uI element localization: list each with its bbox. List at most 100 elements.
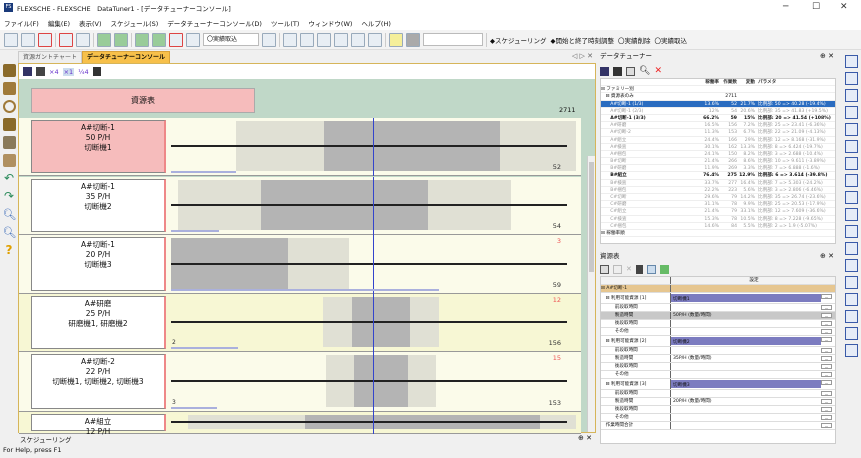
property-row[interactable]: ⊟ 利用可能資源 [1] 切断機1... [601, 293, 835, 304]
operation-label[interactable]: A#切断-1 35 P/H 切断機2 [31, 179, 166, 232]
property-row[interactable]: 製造時間 50P/H (数量/時間)... [601, 312, 835, 320]
edit-icon[interactable] [626, 66, 635, 76]
operation-label[interactable]: A#切断-1 20 P/H 切断機3 [31, 237, 166, 291]
remove-icon[interactable] [114, 32, 128, 47]
operation-label[interactable]: A#切断-2 22 P/H 切断機1, 切断機2, 切断機3 [31, 354, 166, 409]
zoom-quarter-button[interactable]: ¼4 [78, 67, 89, 76]
gantt-row[interactable]: A#研磨 25 P/H 研磨機1, 研磨機2 156 12 2 [19, 294, 581, 352]
zoom-x1-button[interactable]: ×1 [62, 67, 75, 76]
search-icon[interactable]: 🔍︎ [2, 208, 17, 221]
menu-item[interactable]: ウィンドウ(W) [308, 19, 353, 28]
search-replace-icon[interactable]: 🔍︎ [2, 226, 17, 239]
note-icon[interactable] [389, 32, 403, 47]
search-icon[interactable]: 🔍︎ [639, 66, 651, 76]
ellipsis-button[interactable]: ... [821, 313, 832, 318]
property-row[interactable]: 製造時間 20P/H (数量/時間)... [601, 398, 835, 406]
column-header[interactable]: パラメタ [758, 80, 777, 85]
table-row[interactable]: A#切断-1 (2/3) 12% 54 20.6% 比例部: 35 => 41.83 (… [601, 108, 835, 115]
minimize-button[interactable]: ─ [783, 2, 789, 12]
export-icon[interactable] [659, 264, 669, 274]
property-row[interactable]: 後段取時間... [601, 320, 835, 328]
print-settings-icon[interactable] [2, 136, 16, 149]
print-icon[interactable] [23, 67, 32, 76]
table-row[interactable]: ⊟ 稼働率順 [601, 230, 835, 238]
scatter-chart-icon[interactable] [844, 208, 858, 221]
print-preview-icon[interactable] [2, 154, 16, 167]
property-row[interactable]: ⊟ 利用可能資源 [2] 切断機2... [601, 336, 835, 347]
property-row[interactable]: 前段取時間... [601, 347, 835, 355]
menu-item[interactable]: ツール(T) [270, 19, 300, 28]
grid-icon[interactable] [36, 67, 45, 76]
undo-icon[interactable]: ↶ [3, 171, 15, 185]
property-row[interactable]: 後段取時間... [601, 363, 835, 371]
print-icon[interactable] [2, 118, 16, 131]
stack-chart-icon[interactable] [844, 259, 858, 272]
property-row[interactable]: その他... [601, 371, 835, 379]
gantt-row[interactable]: A#切断-2 22 P/H 切断機1, 切断機2, 切断機3 153 15 3 [19, 352, 581, 412]
single-layout-icon[interactable] [844, 140, 858, 153]
table-row[interactable]: C#組立 21.4% 79 33.1% 比例部: 12 => 7.609 (-36.6%… [601, 208, 835, 216]
ellipsis-button[interactable]: ... [821, 321, 832, 326]
ellipsis-button[interactable]: ... [821, 372, 832, 377]
comment-icon[interactable] [406, 32, 420, 47]
grid2-icon[interactable] [368, 32, 382, 47]
column-header[interactable]: 作業数 [723, 80, 737, 85]
add-icon[interactable] [97, 32, 111, 47]
schedule-settings-icon[interactable] [21, 32, 35, 47]
table-row[interactable]: A#梱包 24.1% 150 8.2% 比例部: 3 => 2.688 (-10.4%) [601, 151, 835, 159]
ellipsis-button[interactable]: ... [821, 356, 832, 361]
ellipsis-button[interactable]: ... [821, 329, 832, 334]
gantt-row[interactable]: A#組立 12 P/H [19, 412, 581, 436]
table-row[interactable]: C#検査 15.3% 78 10.5% 比例部: 8 => 7.228 (-9.65%) [601, 216, 835, 223]
ellipsis-button[interactable]: ... [821, 364, 832, 369]
split-vertical-icon[interactable] [844, 174, 858, 187]
close-all-windows-icon[interactable] [844, 55, 858, 68]
property-row[interactable]: 前段取時間... [601, 304, 835, 312]
gantt-row[interactable]: A#切断-1 50 P/H 切断機1 52 [19, 118, 581, 176]
ellipsis-button[interactable]: ... [821, 415, 832, 420]
operation-label[interactable]: A#研磨 25 P/H 研磨機1, 研磨機2 [31, 296, 166, 349]
schedule-clear-icon[interactable] [38, 32, 52, 47]
table-row[interactable]: C#切断 29.6% 79 14.2% 比例部: 35 => 26.74 (-23.6%… [601, 194, 835, 202]
save-all-icon[interactable] [2, 82, 16, 95]
delete-link-icon[interactable] [59, 32, 73, 47]
maximize-button[interactable]: ☐ [812, 2, 821, 12]
grid-layout-icon[interactable] [844, 123, 858, 136]
menu-item[interactable]: データチューナーコンソール(D) [167, 19, 262, 28]
table-row[interactable]: C#梱包 14.6% 84 5.5% 比例部: 2 => 1.9 (-5.07%) [601, 223, 835, 230]
delete-icon[interactable]: ✕ [626, 265, 632, 273]
print-icon[interactable] [600, 66, 609, 76]
chart-icon[interactable] [646, 264, 656, 274]
property-row[interactable]: 前段取時間... [601, 390, 835, 398]
ellipsis-button[interactable]: ... [821, 391, 832, 396]
table-row[interactable]: B#研磨 11.9% 269 3.3% 比例部: 7 => 6.888 (-1.6%) [601, 165, 835, 173]
area-chart-icon[interactable] [844, 242, 858, 255]
panel-icon[interactable] [317, 32, 331, 47]
tab-0[interactable]: 資源ガントチャート [18, 51, 82, 63]
layout-icon[interactable] [334, 32, 348, 47]
table-row[interactable]: B#切断 21.4% 266 8.6% 比例部: 10 => 9.611 (-3.89%… [601, 158, 835, 166]
property-row[interactable]: ⊟ A#切断-1 [601, 285, 835, 293]
table-row[interactable]: A#切断-1 (3/3) 66.2% 59 15% 比例部: 20 => 41.54 (… [601, 115, 835, 123]
save-icon[interactable] [2, 64, 16, 77]
menu-item[interactable]: ファイル(F) [4, 19, 39, 28]
redo-icon[interactable]: ↷ [3, 189, 15, 203]
table-row[interactable]: ⊟ 資源表のみ 2711 [601, 93, 835, 101]
menu-item[interactable]: ヘルプ(H) [361, 19, 391, 28]
scroll-thumb[interactable] [589, 162, 594, 272]
table-row[interactable]: A#検査 30.1% 162 13.3% 比例部: 8 => 6.424 (-19.7%… [601, 144, 835, 151]
overlap-icon[interactable] [844, 157, 858, 170]
operation-label[interactable]: A#組立 12 P/H [31, 414, 166, 436]
zoom-x4-button[interactable]: ×4 [49, 67, 59, 76]
result-combo[interactable]: 〇実績取込 [203, 33, 259, 46]
bar-chart-icon[interactable] [844, 225, 858, 238]
ellipsis-button[interactable]: ... [821, 380, 832, 385]
load-down-icon[interactable] [844, 310, 858, 323]
window-icon[interactable] [283, 32, 297, 47]
table-row[interactable]: A#研磨 16.5% 156 7.2% 比例部: 25 => 23.41 (-6.36%… [601, 122, 835, 130]
table-row[interactable]: A#組立 24.4% 166 29% 比例部: 12 => 8.168 (-31.9%) [601, 137, 835, 144]
gantt-chart-icon[interactable] [844, 276, 858, 289]
close-button[interactable]: ✕ [840, 2, 848, 12]
tile-icon[interactable] [844, 89, 858, 102]
cascade-icon[interactable] [844, 72, 858, 85]
